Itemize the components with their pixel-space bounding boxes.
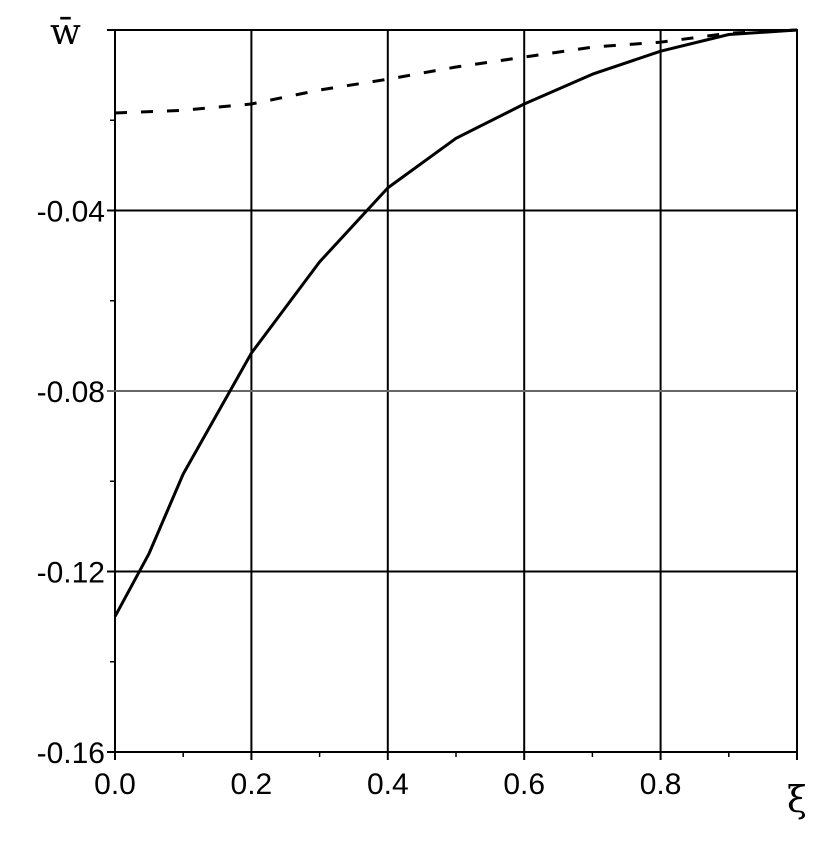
x-tick-label: 0.8	[640, 768, 682, 801]
y-tick-label: -0.04	[37, 196, 105, 229]
series-dashed-line	[114, 28, 798, 115]
series-solid-line	[113, 28, 798, 618]
y-axis-label: w̄	[50, 12, 81, 53]
y-tick-label: -0.16	[37, 737, 105, 770]
x-tick-label: 0.2	[231, 768, 273, 801]
x-tick-label: 0.4	[367, 768, 409, 801]
x-tick-label: 0.6	[503, 768, 545, 801]
series-group	[113, 28, 798, 618]
x-axis-label: ξ	[787, 780, 807, 821]
ticks: 0.0 0.2 0.4 0.6 0.8 -0.04 -0.08 -0.12 -0.16	[37, 29, 798, 801]
y-tick-label: -0.08	[37, 376, 105, 409]
y-tick-label: -0.12	[37, 557, 105, 590]
x-tick-label: 0.0	[94, 768, 136, 801]
